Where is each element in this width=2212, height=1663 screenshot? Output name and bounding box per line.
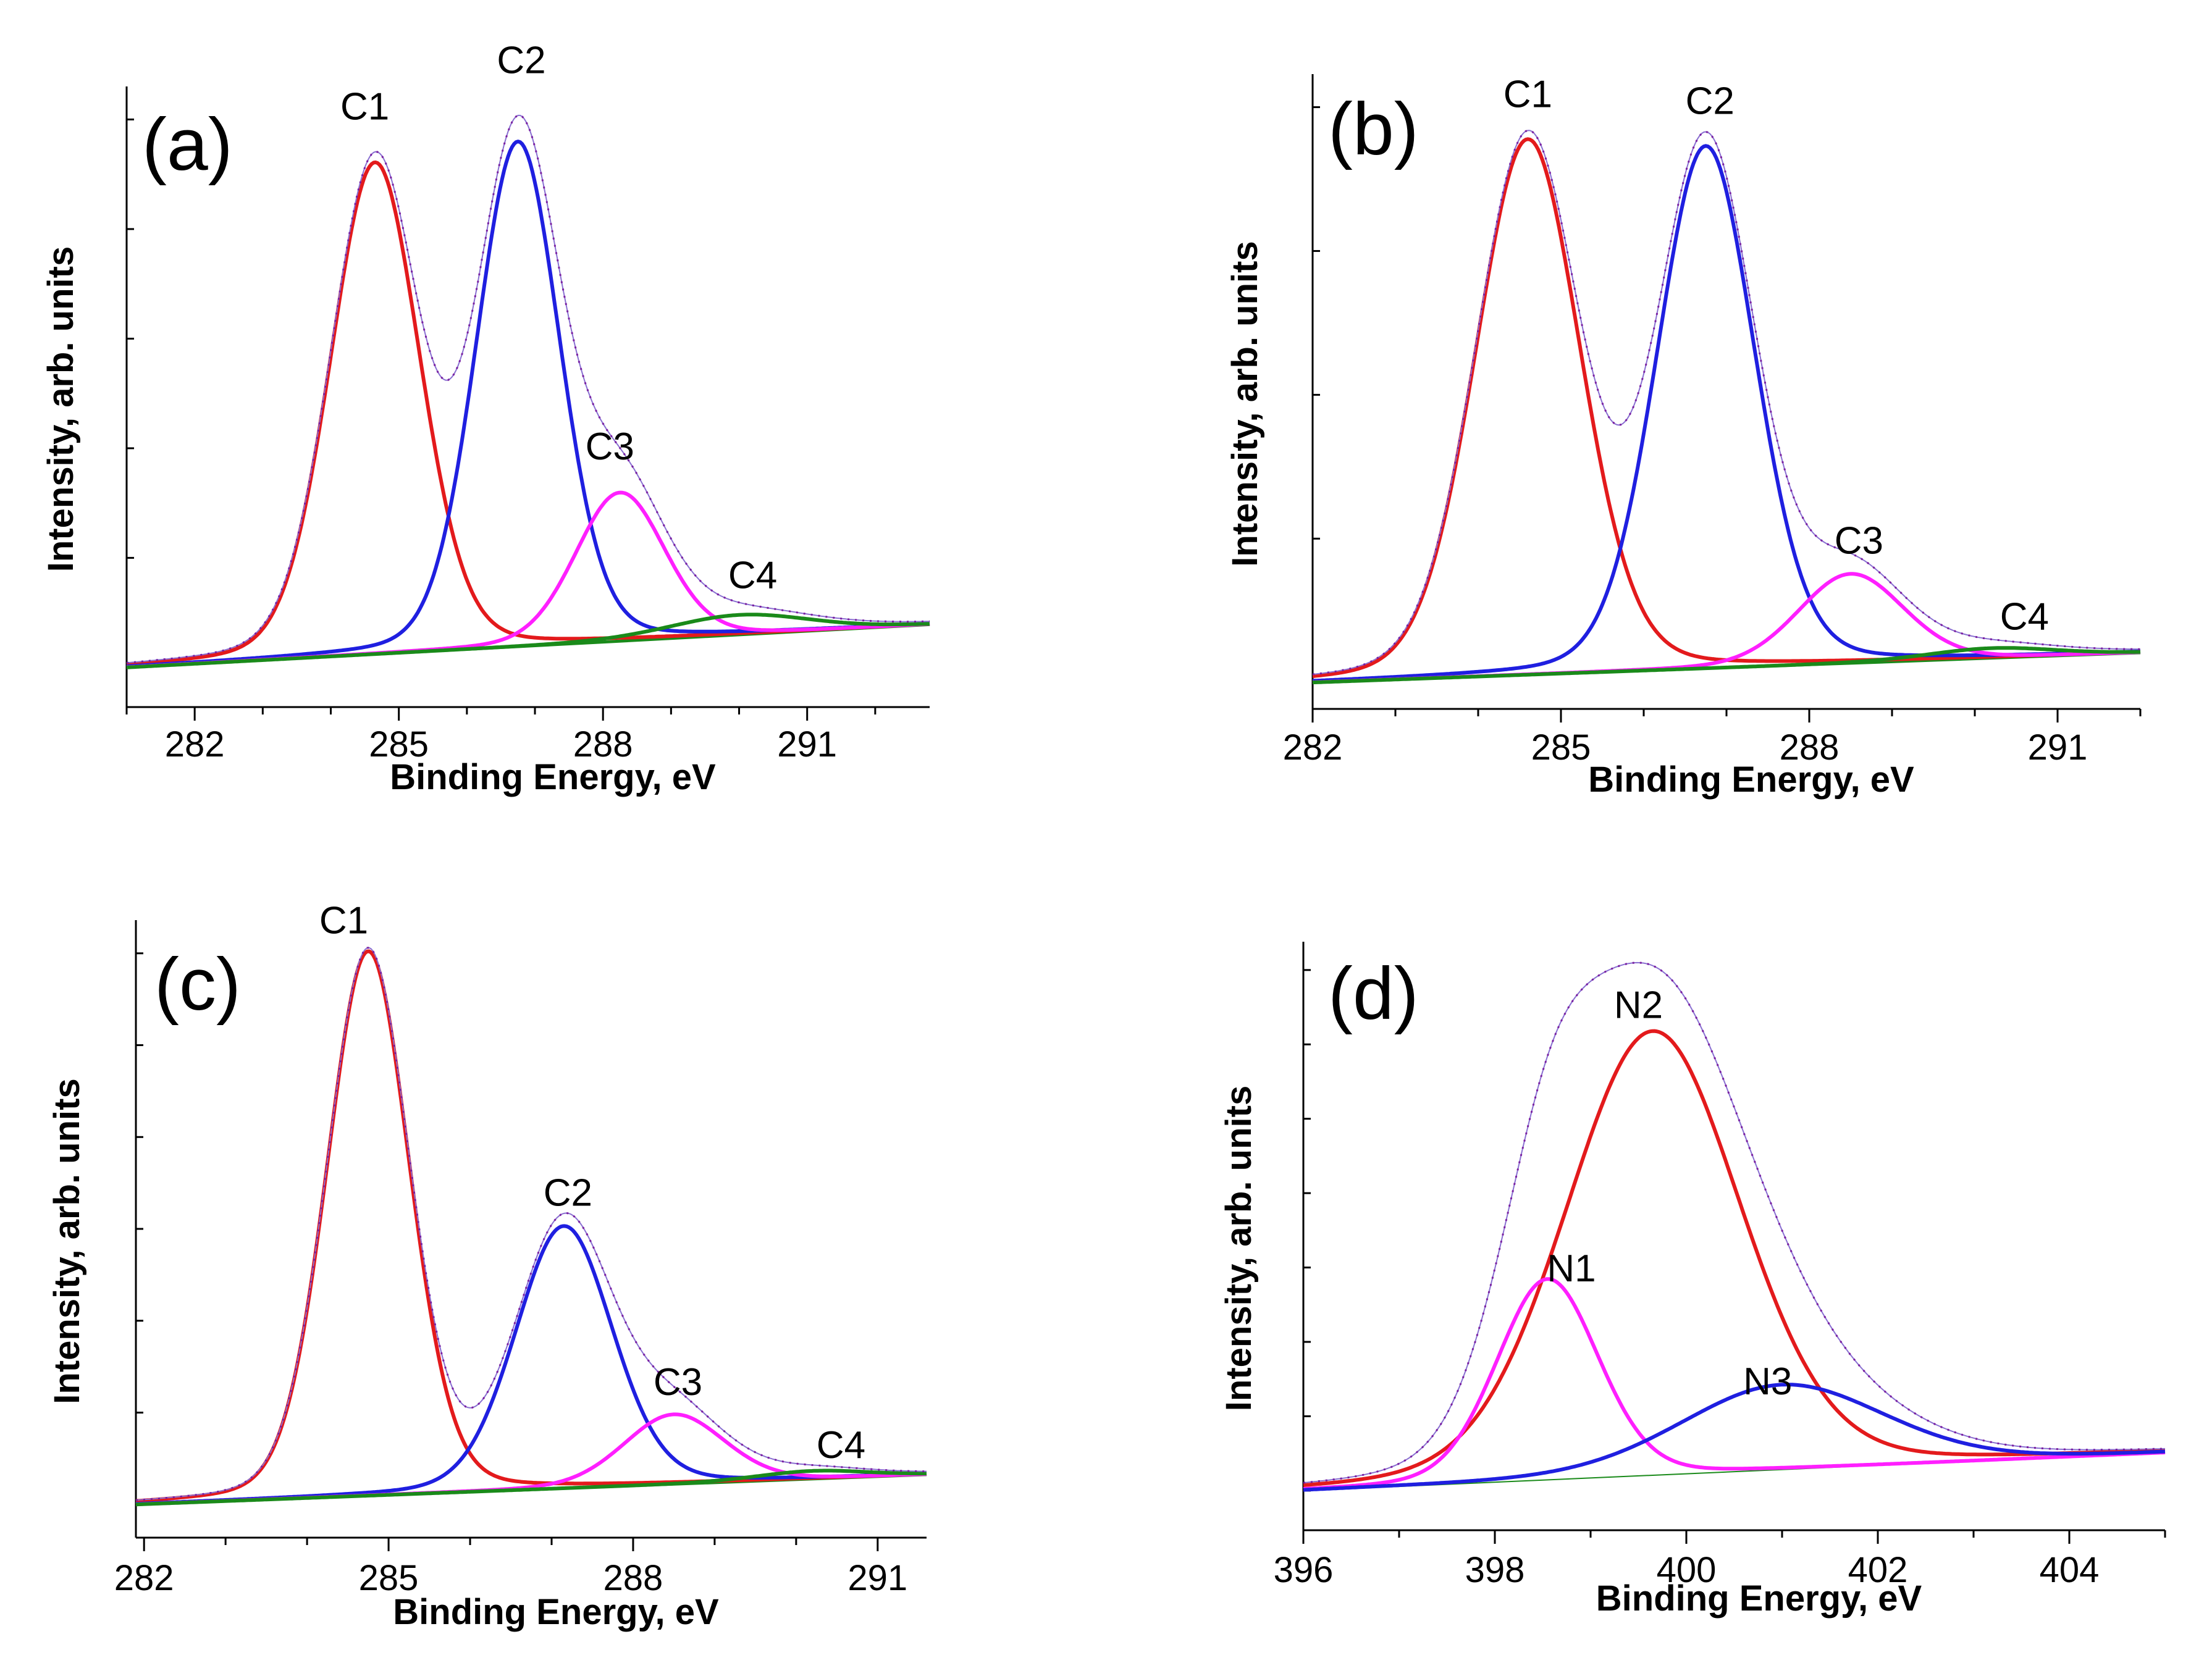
- peak-n2-curve: [1303, 1029, 2166, 1487]
- x-tick-label: 285: [369, 724, 429, 764]
- peak-c4-curve: [1312, 646, 2141, 685]
- peak-label-c4: C4: [817, 1424, 865, 1467]
- x-tick-label: 288: [603, 1558, 663, 1598]
- x-tick-label: 282: [114, 1558, 174, 1598]
- panel-label: (a): [142, 103, 233, 186]
- panel-label: (c): [154, 943, 241, 1026]
- panel-label: (d): [1328, 952, 1419, 1035]
- peak-label-c1: C1: [340, 85, 389, 128]
- x-tick-label: 285: [359, 1558, 419, 1598]
- x-tick-label: 291: [2028, 727, 2088, 768]
- x-tick-label: 282: [1283, 727, 1343, 768]
- envelope-fit-line: [1312, 130, 2140, 675]
- peak-label-c2: C2: [544, 1171, 592, 1214]
- envelope-data-points: [126, 114, 930, 664]
- panel-label: (b): [1328, 88, 1419, 170]
- x-tick-label: 396: [1274, 1550, 1334, 1590]
- x-tick-label: 398: [1465, 1550, 1525, 1590]
- x-axis-title: Binding Energy, eV: [1596, 1578, 1922, 1619]
- x-axis-title: Binding Energy, eV: [390, 757, 716, 797]
- y-axis-title: Intensity, arb. units: [1225, 241, 1265, 566]
- panel-b: 282 285 288 291 Binding Energy, eV Intensity,…: [1225, 73, 2142, 800]
- x-axis-title: Binding Energy, eV: [393, 1592, 719, 1632]
- peak-label-c1: C1: [1503, 73, 1552, 116]
- peak-label-n3: N3: [1743, 1360, 1792, 1403]
- y-axis-title: Intensity, arb. units: [47, 1078, 87, 1404]
- envelope-fit-line: [1303, 961, 2166, 1484]
- x-tick-label: 291: [777, 724, 837, 764]
- peak-label-n1: N1: [1547, 1247, 1596, 1290]
- peak-c4-curve: [135, 1468, 927, 1507]
- x-tick-label: 288: [1780, 727, 1840, 768]
- panel-a: 282 285 288 291 Binding Energy, eV Intensity,…: [41, 40, 930, 797]
- y-axis-title: Intensity, arb. units: [41, 246, 81, 572]
- peak-label-c2: C2: [497, 40, 545, 82]
- peak-label-c3: C3: [586, 425, 634, 468]
- x-tick-label: 282: [165, 724, 225, 764]
- peak-label-c3: C3: [1835, 519, 1883, 562]
- panel-d: 396 398 400 402 404 Binding Energy, eV Intensi…: [1219, 942, 2166, 1619]
- x-axis-title: Binding Energy, eV: [1588, 760, 1914, 800]
- x-tick-label: 285: [1531, 727, 1591, 768]
- peak-label-c3: C3: [654, 1361, 702, 1404]
- peak-label-c4: C4: [2000, 596, 2049, 639]
- peak-label-c2: C2: [1686, 80, 1735, 122]
- x-tick-label: 400: [1657, 1550, 1717, 1590]
- x-tick-label: 291: [847, 1558, 907, 1598]
- peak-label-c4: C4: [728, 555, 777, 597]
- peak-n3-curve: [1303, 1383, 2166, 1492]
- peak-label-n2: N2: [1614, 984, 1663, 1027]
- peak-c4-curve: [126, 613, 930, 669]
- envelope-fit-line: [135, 947, 927, 1501]
- x-tick-label: 288: [573, 724, 633, 764]
- y-axis-title: Intensity, arb. units: [1219, 1086, 1259, 1411]
- peak-n1-curve: [1303, 1277, 2166, 1491]
- panel-c: 282 285 288 291 Binding Energy, eV Intensity,…: [47, 900, 927, 1632]
- peak-label-c1: C1: [319, 900, 368, 942]
- x-tick-label: 402: [1848, 1550, 1908, 1590]
- x-tick-label: 404: [2040, 1550, 2100, 1590]
